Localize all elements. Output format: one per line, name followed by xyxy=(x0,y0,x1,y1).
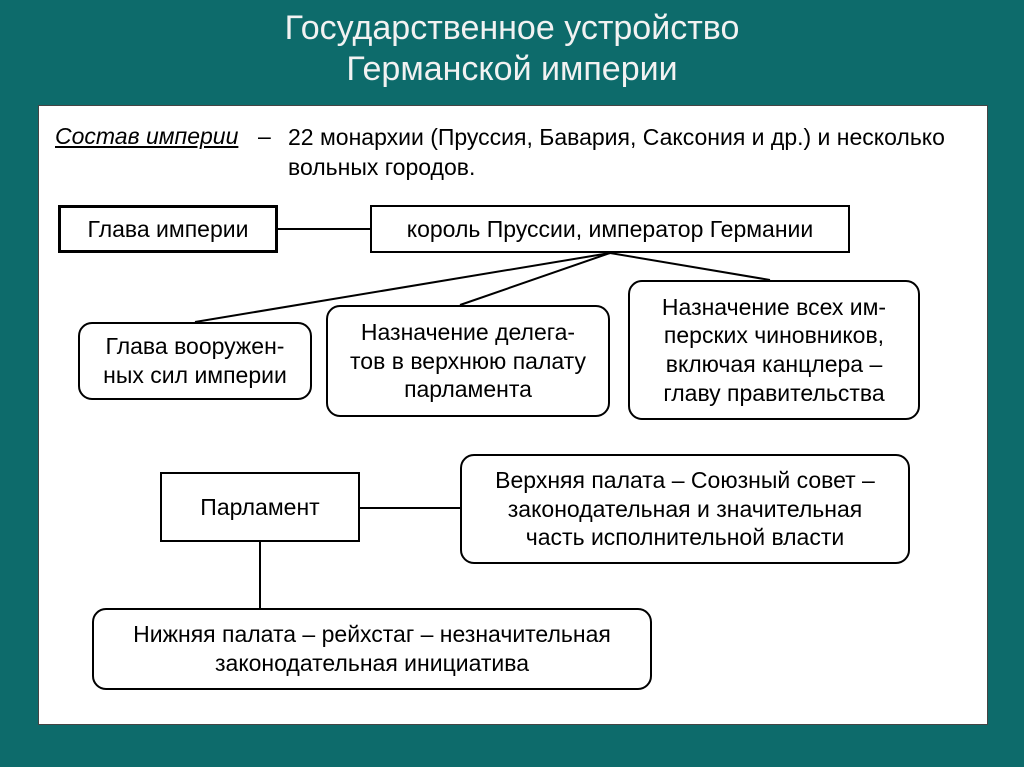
box-lower-chamber: Нижняя палата – рейхстаг – незначительна… xyxy=(92,608,652,690)
slide-title: Государственное устройство Германской им… xyxy=(0,8,1024,90)
slide: Государственное устройство Германской им… xyxy=(0,0,1024,767)
composition-label: Состав империи xyxy=(55,123,238,150)
box-upper-chamber: Верхняя палата – Союзный совет – законод… xyxy=(460,454,910,564)
composition-dash: – xyxy=(258,123,271,150)
composition-text: 22 монархии (Пруссия, Бавария, Саксония … xyxy=(288,123,958,183)
box-officials: Назначение всех им- перских чиновников, … xyxy=(628,280,920,420)
box-delegates: Назначение делега- тов в верхнюю палату … xyxy=(326,305,610,417)
box-king: король Пруссии, император Германии xyxy=(370,205,850,253)
box-parliament: Парламент xyxy=(160,472,360,542)
box-head-empire-label: Глава империи xyxy=(58,205,278,253)
box-armed-forces: Глава вооружен- ных сил империи xyxy=(78,322,312,400)
